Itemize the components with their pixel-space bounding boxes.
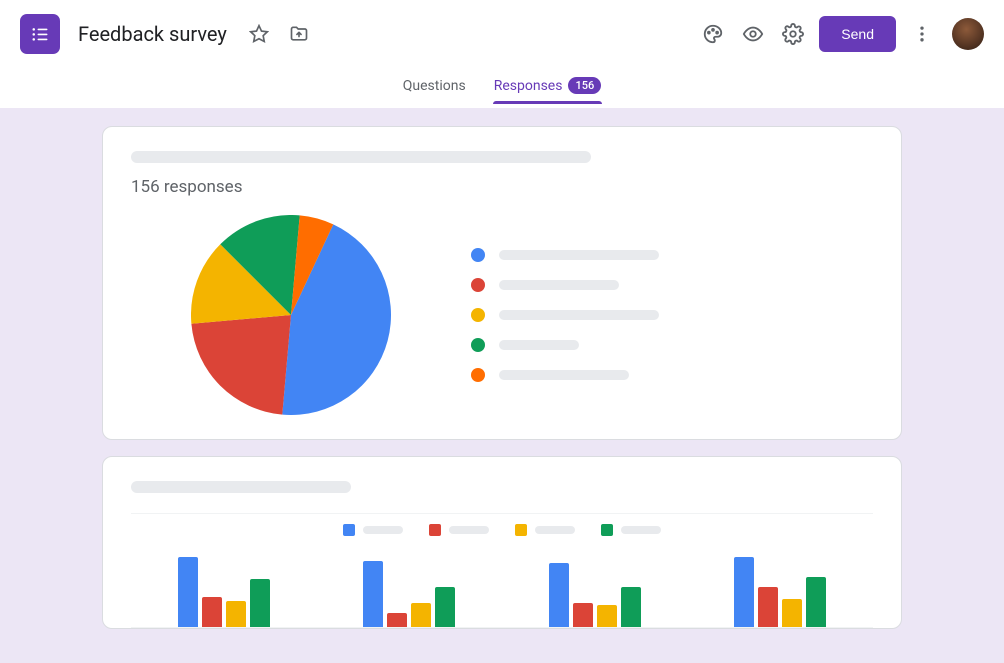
legend-label-skeleton [499, 250, 659, 260]
bar-group [734, 557, 826, 627]
bar-legend-item [515, 524, 575, 536]
bar-legend-item [343, 524, 403, 536]
bar-group [178, 557, 270, 627]
legend-dot [471, 368, 485, 382]
tab-questions[interactable]: Questions [389, 68, 480, 104]
legend-dot [471, 248, 485, 262]
header: Feedback survey Send [0, 0, 1004, 64]
legend-label-skeleton [499, 370, 629, 380]
bar [202, 597, 222, 627]
pie-chart [191, 215, 391, 415]
bar [250, 579, 270, 627]
pie-legend [471, 248, 659, 382]
responses-canvas: 156 responses [0, 108, 1004, 663]
bar [806, 577, 826, 627]
bar [734, 557, 754, 627]
tabs: Questions Responses 156 [0, 64, 1004, 108]
bar [226, 601, 246, 627]
bar-chart [131, 548, 873, 628]
bar [758, 587, 778, 627]
tab-responses-label: Responses [494, 78, 563, 94]
legend-square [429, 524, 441, 536]
forms-logo[interactable] [20, 14, 60, 54]
legend-item [471, 248, 659, 262]
legend-item [471, 308, 659, 322]
account-avatar[interactable] [952, 18, 984, 50]
more-menu-icon[interactable] [902, 14, 942, 54]
response-card-bars [102, 456, 902, 629]
question-title-skeleton [131, 151, 591, 163]
response-count-label: 156 responses [131, 177, 873, 197]
legend-label-skeleton [499, 340, 579, 350]
document-title[interactable]: Feedback survey [78, 22, 227, 46]
legend-label-skeleton [499, 280, 619, 290]
move-folder-icon[interactable] [279, 14, 319, 54]
bar [411, 603, 431, 627]
pie-slice [191, 315, 291, 415]
bar [549, 563, 569, 627]
bar [435, 587, 455, 627]
legend-dot [471, 278, 485, 292]
preview-eye-icon[interactable] [733, 14, 773, 54]
theme-palette-icon[interactable] [693, 14, 733, 54]
bar-legend-item [601, 524, 661, 536]
legend-label-skeleton [363, 526, 403, 534]
legend-square [515, 524, 527, 536]
list-icon [30, 24, 50, 44]
legend-label-skeleton [449, 526, 489, 534]
legend-item [471, 338, 659, 352]
bar-group [549, 563, 641, 627]
tab-responses[interactable]: Responses 156 [480, 67, 616, 104]
bar [782, 599, 802, 627]
legend-item [471, 368, 659, 382]
bar-legend [131, 524, 873, 536]
legend-label-skeleton [621, 526, 661, 534]
legend-dot [471, 338, 485, 352]
legend-square [343, 524, 355, 536]
bar [363, 561, 383, 627]
responses-count-badge: 156 [568, 77, 601, 94]
response-card-pie: 156 responses [102, 126, 902, 440]
settings-gear-icon[interactable] [773, 14, 813, 54]
send-button[interactable]: Send [819, 16, 896, 52]
legend-label-skeleton [535, 526, 575, 534]
legend-item [471, 278, 659, 292]
bar [573, 603, 593, 627]
bar [621, 587, 641, 627]
bar [597, 605, 617, 627]
bar [178, 557, 198, 627]
legend-label-skeleton [499, 310, 659, 320]
bar-group [363, 561, 455, 627]
legend-dot [471, 308, 485, 322]
legend-square [601, 524, 613, 536]
question-title-skeleton [131, 481, 351, 493]
bar-legend-item [429, 524, 489, 536]
star-icon[interactable] [239, 14, 279, 54]
bar [387, 613, 407, 627]
